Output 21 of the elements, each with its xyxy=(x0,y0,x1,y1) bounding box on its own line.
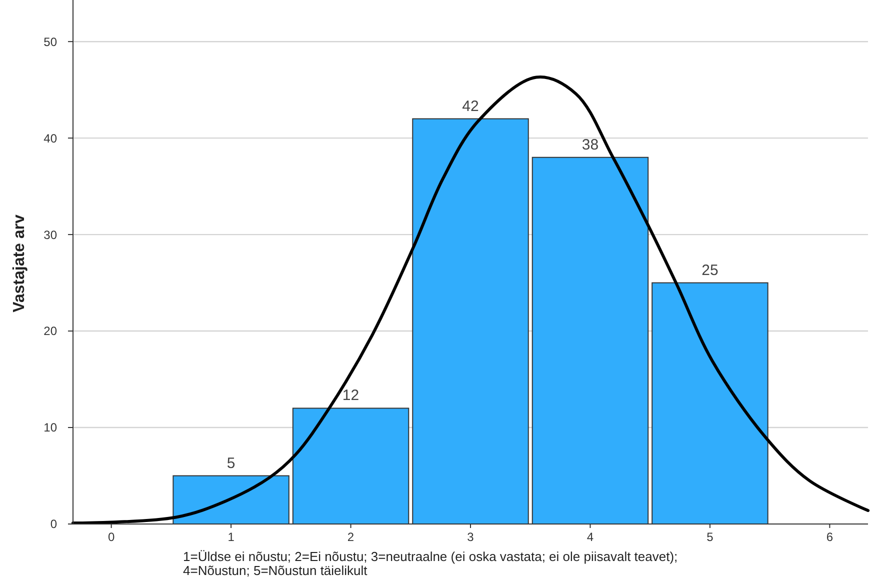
data-label: 12 xyxy=(342,387,360,404)
y-tick-label: 50 xyxy=(44,34,58,49)
text: 4=Nõustun; 5=Nõustun täielikult xyxy=(183,563,368,578)
x-tick-label: 6 xyxy=(826,530,834,544)
x-tick-label: 1 xyxy=(228,530,235,544)
x-tick-label: 2 xyxy=(347,530,354,544)
data-label: 5 xyxy=(226,454,236,472)
text: 1=Üldse ei nõustu; 2=Ei nõustu; 3=neutraalne (ei oska vastata; ei ole piisavalt teavet); xyxy=(183,549,678,564)
y-tick-label: 10 xyxy=(44,420,58,435)
y-tick-label: 0 xyxy=(50,517,58,532)
y-tick-label: 20 xyxy=(44,324,58,338)
x-tick-label: 3 xyxy=(467,530,474,544)
x-tick-label: 4 xyxy=(586,530,594,544)
data-label: 25 xyxy=(702,262,718,279)
data-label: 38 xyxy=(582,136,599,154)
x-tick-label: 5 xyxy=(706,530,714,544)
y-tick-label: 30 xyxy=(44,228,58,242)
data-label: 42 xyxy=(462,98,479,115)
y-tick-label: 40 xyxy=(44,131,58,146)
x-tick-label: 0 xyxy=(108,530,115,544)
y-axis-title: Vastajate arv xyxy=(11,214,28,312)
